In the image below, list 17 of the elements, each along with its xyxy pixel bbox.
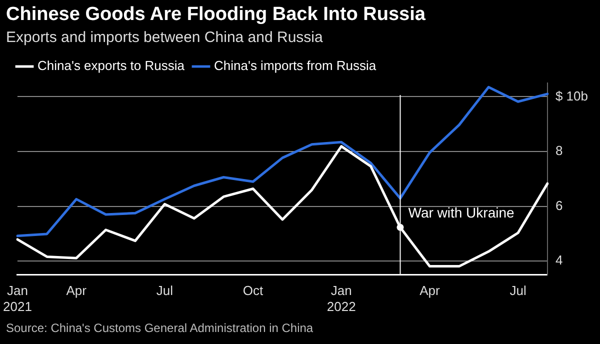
y-tick-label: 6 — [555, 198, 563, 213]
source-note: Source: China's Customs General Administration in China — [6, 321, 314, 335]
annotation: War with Ukraine — [408, 204, 515, 220]
y-tick-label: $ 10b — [555, 88, 588, 104]
y-tick-label: 4 — [555, 252, 563, 268]
x-tick-label: Apr — [420, 283, 440, 298]
x-tick-label: Jan 2022 — [326, 283, 356, 314]
legend-label: China's imports from Russia — [214, 58, 377, 74]
x-tick-label: Jul — [510, 283, 526, 298]
y-tick-label: 8 — [555, 143, 563, 158]
x-tick-label: Apr — [66, 283, 88, 298]
x-tick-label: Jan 2021 — [3, 283, 32, 314]
chart-title: Chinese Goods Are Flooding Back Into Russia — [6, 4, 426, 26]
chart-subtitle: Exports and imports between China and Russia — [6, 29, 323, 46]
legend-label: China's exports to Russia — [38, 58, 186, 74]
x-tick-label: Jul — [156, 283, 174, 298]
x-tick-label: Oct — [242, 283, 264, 298]
